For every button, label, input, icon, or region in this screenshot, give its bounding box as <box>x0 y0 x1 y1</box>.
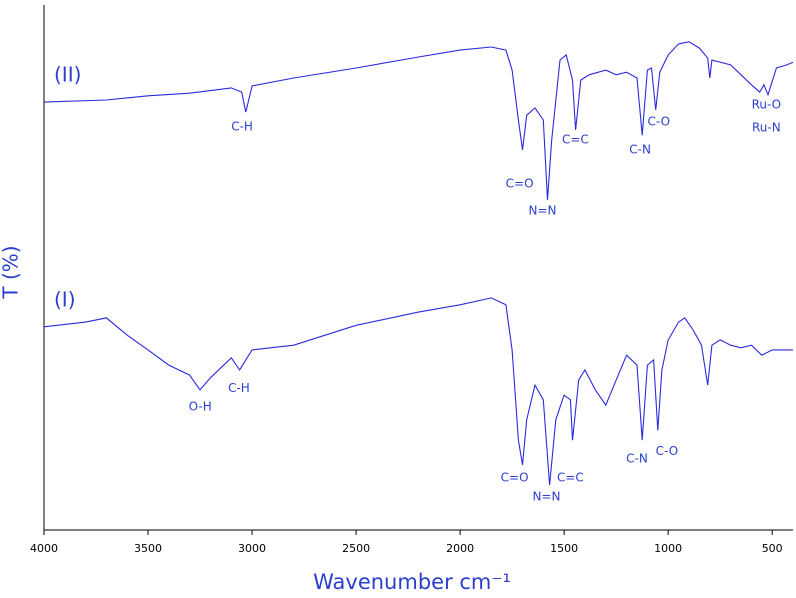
x-tick-label: 4000 <box>30 542 58 555</box>
x-tick-label: 3500 <box>134 542 162 555</box>
series-label: (II) <box>54 63 81 87</box>
y-axis-label: T (%) <box>0 245 23 299</box>
peak-annotation: C-O <box>648 115 671 129</box>
peak-annotation: N=N <box>532 489 560 503</box>
peak-annotation: C-O <box>656 444 679 458</box>
peak-annotation: C=C <box>562 132 589 146</box>
peak-annotation: C=C <box>557 471 584 485</box>
x-tick-label: 2000 <box>446 542 474 555</box>
series-label: (I) <box>54 287 76 311</box>
x-tick-label: 1000 <box>654 542 682 555</box>
peak-annotation: N=N <box>528 203 556 217</box>
peak-annotation: Ru-O <box>752 97 782 111</box>
peak-annotation: Ru-N <box>752 120 781 134</box>
peak-annotation: C-N <box>626 452 648 466</box>
peak-annotation: C=O <box>506 177 534 191</box>
x-tick-label: 2500 <box>342 542 370 555</box>
peak-annotation: C-H <box>228 381 250 395</box>
x-tick-label: 500 <box>762 542 783 555</box>
spectrum-line <box>43 297 793 485</box>
x-axis-label: Wavenumber cm⁻¹ <box>313 570 511 594</box>
spectrum-line <box>43 41 794 200</box>
peak-annotation: C-H <box>231 119 253 133</box>
x-tick-label: 3000 <box>238 542 266 555</box>
peak-annotation: O-H <box>189 400 212 414</box>
peak-annotation: C-N <box>629 142 651 156</box>
peak-annotation: C=O <box>501 471 529 485</box>
x-tick-label: 1500 <box>550 542 578 555</box>
